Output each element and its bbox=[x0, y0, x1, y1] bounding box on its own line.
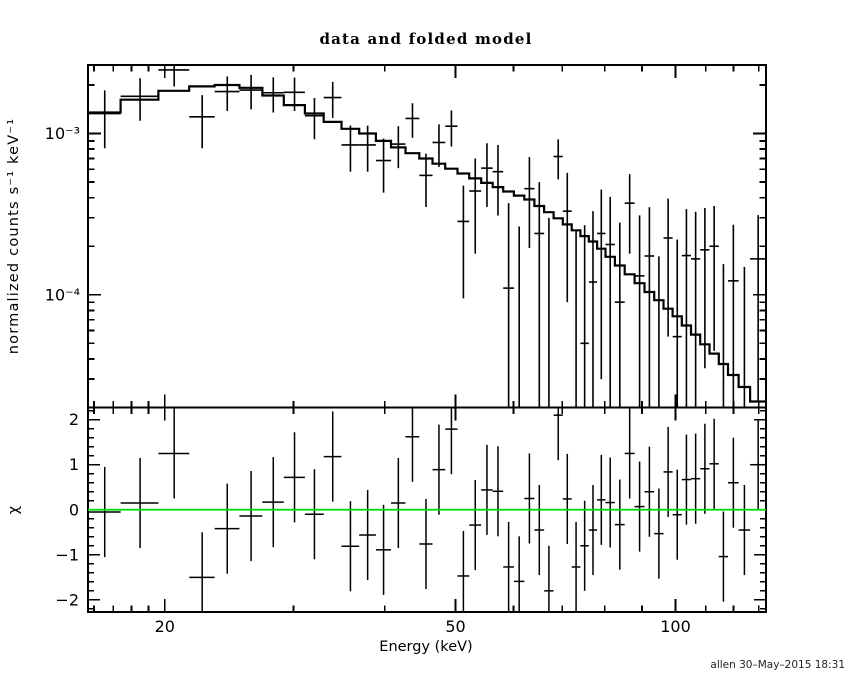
tick-label: −1 bbox=[55, 545, 79, 564]
tick-label: 10⁻³ bbox=[45, 124, 80, 143]
x-axis-label: Energy (keV) bbox=[379, 639, 472, 655]
tick-label: 0 bbox=[69, 500, 79, 519]
data-points bbox=[88, 65, 766, 408]
tick-label: 1 bbox=[69, 455, 79, 474]
plot-frame bbox=[87, 64, 767, 613]
tick-label: 100 bbox=[660, 617, 691, 636]
model-histogram bbox=[88, 83, 766, 403]
plot-content: 20 50 100 10⁻³ 10⁻⁴ 2 1 0 −1 −2 bbox=[45, 64, 767, 636]
tick-label: 20 bbox=[155, 617, 175, 636]
tick-label: 50 bbox=[445, 617, 465, 636]
footer-timestamp: allen 30–May–2015 18:31 bbox=[710, 659, 845, 671]
tick-label: 2 bbox=[69, 410, 79, 429]
y-axis-label-counts: normalized counts s⁻¹ keV⁻¹ bbox=[6, 118, 22, 354]
residual-points bbox=[88, 408, 766, 611]
tick-label: −2 bbox=[55, 590, 79, 609]
plot-title: data and folded model bbox=[319, 30, 532, 48]
axis-ticks bbox=[88, 65, 766, 612]
y-axis-label-chi: χ bbox=[6, 506, 22, 514]
tick-labels: 20 50 100 10⁻³ 10⁻⁴ 2 1 0 −1 −2 bbox=[45, 124, 691, 636]
tick-label: 10⁻⁴ bbox=[45, 285, 80, 304]
